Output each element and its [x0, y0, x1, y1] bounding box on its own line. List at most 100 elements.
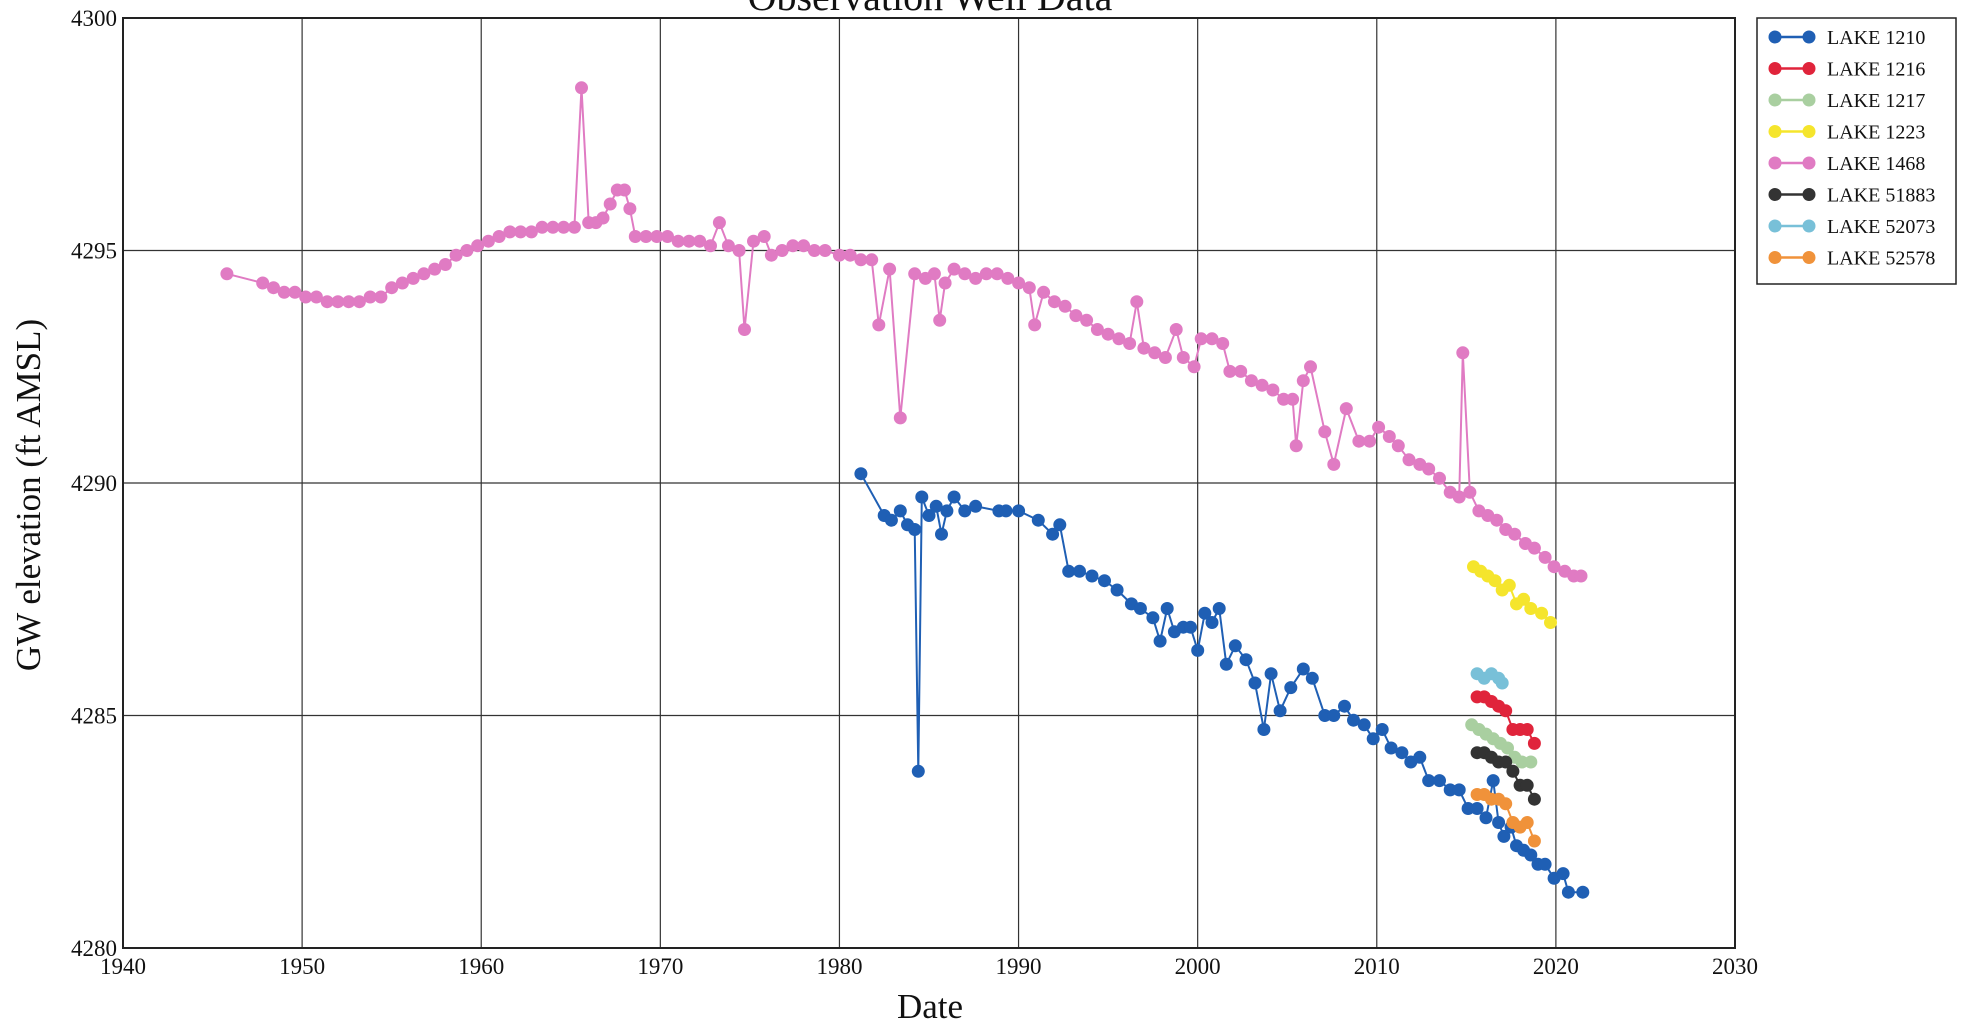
data-point: [1527, 736, 1541, 750]
plot-area-frame: [122, 17, 1736, 949]
data-point: [628, 230, 642, 243]
data-point: [1515, 755, 1529, 769]
data-point: [277, 285, 291, 299]
legend-item: LAKE 1210: [1768, 27, 1925, 49]
data-point: [1452, 490, 1466, 504]
data-point: [1318, 709, 1332, 722]
legend-swatch-marker: [1802, 93, 1816, 107]
data-point: [374, 290, 388, 304]
legend-label: LAKE 1223: [1827, 122, 1925, 144]
data-point: [1479, 811, 1493, 825]
data-point: [385, 281, 399, 295]
y-axis-title: GW elevation (ft AMSL): [9, 319, 48, 671]
data-point: [1286, 392, 1300, 406]
data-point: [1547, 560, 1561, 574]
data-point: [428, 262, 442, 276]
x-tick-label: 1940: [100, 954, 146, 979]
data-point: [872, 318, 886, 332]
data-point: [1266, 383, 1280, 397]
data-point: [603, 197, 617, 211]
data-point: [438, 258, 452, 271]
data-point: [1527, 792, 1541, 806]
data-point: [1146, 611, 1160, 625]
data-point: [1289, 439, 1303, 453]
data-point: [1492, 816, 1506, 829]
data-point: [929, 499, 943, 513]
x-axis-title: Date: [897, 987, 963, 1026]
data-point: [1058, 299, 1072, 313]
legend-swatch-marker: [1802, 30, 1816, 44]
data-point: [1187, 360, 1201, 374]
data-point: [1544, 616, 1557, 629]
data-point: [1527, 541, 1541, 555]
data-point: [256, 276, 270, 290]
data-point: [1090, 323, 1104, 336]
data-point: [1413, 750, 1427, 764]
data-point: [1176, 351, 1190, 364]
y-tick-label: 4295: [71, 239, 117, 264]
data-point: [947, 262, 961, 276]
data-point: [1338, 699, 1351, 713]
series-lake-1223: [1467, 560, 1557, 629]
data-point: [764, 248, 778, 262]
data-point: [481, 234, 495, 248]
data-point: [1574, 569, 1588, 583]
data-point: [1327, 709, 1341, 722]
data-point: [999, 504, 1013, 518]
data-point: [1535, 606, 1549, 620]
legend-swatch-marker: [1768, 188, 1782, 201]
data-point: [1277, 392, 1291, 406]
data-point: [1372, 420, 1386, 434]
data-point: [818, 244, 832, 257]
legend-label: LAKE 52073: [1827, 216, 1935, 238]
data-point: [1284, 681, 1298, 695]
data-point: [947, 490, 961, 504]
data-point: [1212, 602, 1226, 615]
legend-swatch-marker: [1768, 30, 1782, 44]
data-point: [1520, 816, 1534, 829]
data-point: [1501, 741, 1514, 755]
data-point: [1538, 550, 1552, 564]
data-point: [1497, 829, 1511, 843]
y-tick-label: 4285: [71, 704, 117, 729]
data-point: [958, 267, 972, 281]
legend: LAKE 1210 LAKE 1216 LAKE 1217 LAKE 1223 LAKE…: [1756, 17, 1957, 285]
data-point: [1160, 602, 1174, 615]
data-point: [1391, 439, 1405, 453]
legend-label: LAKE 52578: [1827, 248, 1935, 270]
data-point: [732, 244, 746, 257]
data-point: [449, 248, 463, 262]
data-point: [1382, 430, 1396, 443]
legend-swatch-marker: [1768, 62, 1782, 75]
series-lake-1210: [854, 467, 1590, 899]
data-point: [1264, 667, 1278, 681]
data-point: [1062, 564, 1076, 578]
x-tick-label: 2000: [1175, 954, 1221, 979]
data-point: [1085, 569, 1099, 583]
data-point: [908, 267, 922, 281]
tick-labels: 1940 1950 1960 1970 1980 1990 2000 2010 2020 2030…: [71, 6, 1758, 979]
legend-box: [1756, 17, 1957, 285]
data-point: [1506, 764, 1520, 778]
series-layer: [220, 81, 1590, 899]
data-point: [1363, 434, 1377, 448]
data-point: [1296, 374, 1310, 388]
data-point: [1402, 453, 1416, 467]
data-point: [854, 253, 868, 267]
data-point: [460, 244, 474, 257]
legend-swatch-marker: [1802, 62, 1816, 75]
legend-label: LAKE 1468: [1827, 153, 1925, 175]
data-point: [535, 220, 549, 234]
data-point: [1456, 346, 1470, 360]
data-point: [352, 295, 366, 309]
data-point: [1422, 774, 1436, 788]
data-point: [618, 183, 631, 197]
data-point: [797, 239, 811, 253]
y-tick-label: 4300: [71, 6, 117, 31]
data-point: [1223, 364, 1237, 378]
data-point: [704, 239, 717, 253]
data-point: [1158, 351, 1172, 364]
data-point: [1443, 783, 1457, 797]
legend-item: LAKE 52073: [1768, 216, 1935, 238]
